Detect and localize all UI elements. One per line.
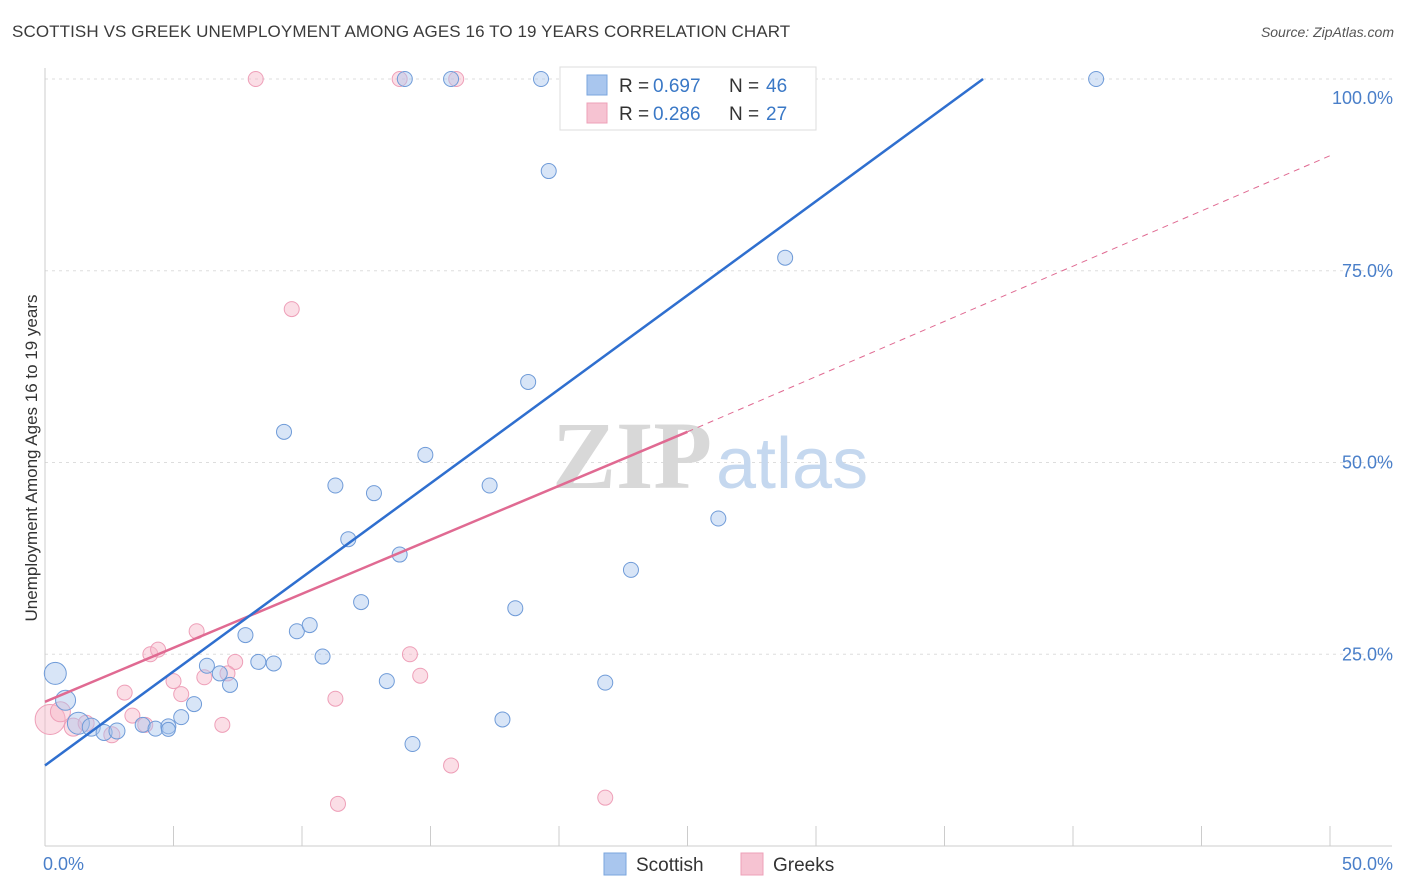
y-axis-label: Unemployment Among Ages 16 to 19 years bbox=[22, 295, 41, 622]
greeks-point bbox=[165, 673, 182, 690]
greeks-point bbox=[247, 71, 264, 87]
watermark-atlas: atlas bbox=[716, 424, 868, 504]
scottish-point bbox=[276, 423, 293, 440]
bottom-legend-swatch-scottish bbox=[603, 852, 627, 876]
scottish-point bbox=[43, 661, 67, 685]
scottish-point bbox=[160, 721, 176, 737]
scottish-point bbox=[396, 71, 413, 87]
legend-box: R = 0.697 N = 46 R = 0.286 N = 27 bbox=[559, 66, 817, 131]
scottish-point bbox=[622, 561, 639, 578]
bottom-legend-label-greeks: Greeks bbox=[773, 855, 834, 876]
legend-r-value-scottish: 0.697 bbox=[653, 76, 701, 97]
greeks-points bbox=[34, 71, 614, 812]
legend-n-value-scottish: 46 bbox=[766, 76, 787, 97]
scottish-point bbox=[66, 711, 90, 735]
scottish-points bbox=[43, 71, 1105, 752]
y-tick-label-25: 25.0% bbox=[1342, 644, 1393, 664]
bottom-legend-swatch-greeks bbox=[740, 852, 764, 876]
scottish-point bbox=[533, 71, 550, 87]
scottish-point bbox=[95, 723, 113, 741]
y-tick-labels: 25.0% 50.0% 75.0% 100.0% bbox=[1332, 88, 1393, 664]
x-minor-ticks bbox=[44, 826, 1331, 846]
scottish-point bbox=[540, 163, 557, 180]
scottish-point bbox=[301, 617, 318, 634]
greeks-point bbox=[329, 795, 346, 812]
scottish-point bbox=[507, 600, 524, 617]
scottish-point bbox=[198, 657, 215, 674]
scottish-point bbox=[417, 446, 434, 463]
scottish-point bbox=[134, 716, 151, 733]
y-grid bbox=[45, 270, 1392, 655]
greeks-point bbox=[443, 757, 460, 774]
greeks-point bbox=[412, 667, 429, 684]
chart-title: SCOTTISH VS GREEK UNEMPLOYMENT AMONG AGE… bbox=[12, 22, 791, 41]
scottish-point bbox=[222, 676, 239, 693]
scottish-point bbox=[237, 627, 254, 644]
greeks-point bbox=[401, 646, 418, 663]
scottish-point bbox=[777, 249, 794, 266]
scottish-point bbox=[314, 648, 331, 665]
greeks-point bbox=[597, 789, 614, 806]
scottish-point bbox=[404, 735, 421, 752]
scottish-point bbox=[365, 485, 382, 502]
y-tick-label-75: 75.0% bbox=[1342, 261, 1393, 281]
scottish-point bbox=[1088, 71, 1105, 87]
scottish-point bbox=[481, 477, 498, 494]
greeks-trend-line bbox=[44, 430, 688, 703]
scottish-point bbox=[108, 722, 126, 740]
greeks-point bbox=[49, 701, 71, 723]
scottish-point bbox=[353, 594, 370, 611]
scottish-point bbox=[173, 709, 190, 726]
legend-r-value-greeks: 0.286 bbox=[653, 104, 701, 125]
scottish-point bbox=[378, 673, 395, 690]
greeks-point bbox=[124, 707, 141, 724]
x-tick-label-max: 50.0% bbox=[1342, 854, 1393, 874]
greeks-point bbox=[391, 71, 408, 87]
greeks-point bbox=[173, 686, 190, 703]
source-credit: Source: ZipAtlas.com bbox=[1260, 24, 1394, 40]
greeks-point bbox=[34, 703, 66, 735]
x-tick-label-min: 0.0% bbox=[43, 854, 84, 874]
greeks-point bbox=[116, 684, 133, 701]
scottish-point bbox=[186, 696, 203, 713]
bottom-legend-label-scottish: Scottish bbox=[636, 855, 704, 876]
greeks-point bbox=[283, 301, 300, 318]
scottish-trend-line bbox=[44, 77, 984, 767]
legend-n-label-scottish: N = bbox=[729, 76, 759, 97]
greeks-point bbox=[448, 71, 465, 87]
scottish-point bbox=[327, 477, 344, 494]
scottish-point bbox=[288, 623, 305, 640]
scottish-point bbox=[250, 653, 267, 670]
bottom-legend: Scottish Greeks bbox=[603, 852, 834, 876]
scottish-point bbox=[443, 71, 460, 87]
legend-r-label-greeks: R = bbox=[619, 104, 649, 125]
legend-n-label-greeks: N = bbox=[729, 104, 759, 125]
scottish-point bbox=[160, 718, 177, 735]
greeks-point bbox=[214, 716, 231, 733]
trend-lines bbox=[44, 77, 1331, 767]
scottish-point bbox=[520, 373, 537, 390]
scottish-point bbox=[710, 510, 727, 527]
scottish-point bbox=[147, 720, 164, 737]
legend-r-label-scottish: R = bbox=[619, 76, 649, 97]
scottish-point bbox=[494, 711, 511, 728]
scottish-point bbox=[597, 674, 614, 691]
legend-swatch-greeks bbox=[586, 102, 608, 124]
greeks-point bbox=[327, 690, 344, 707]
greeks-point bbox=[227, 653, 244, 670]
greeks-trend-extension bbox=[687, 155, 1331, 433]
legend-n-value-greeks: 27 bbox=[766, 104, 787, 125]
scottish-point bbox=[265, 655, 282, 672]
scottish-point bbox=[211, 665, 228, 682]
legend-swatch-scottish bbox=[586, 74, 608, 96]
y-tick-label-100: 100.0% bbox=[1332, 88, 1393, 108]
y-tick-label-50: 50.0% bbox=[1342, 453, 1393, 473]
